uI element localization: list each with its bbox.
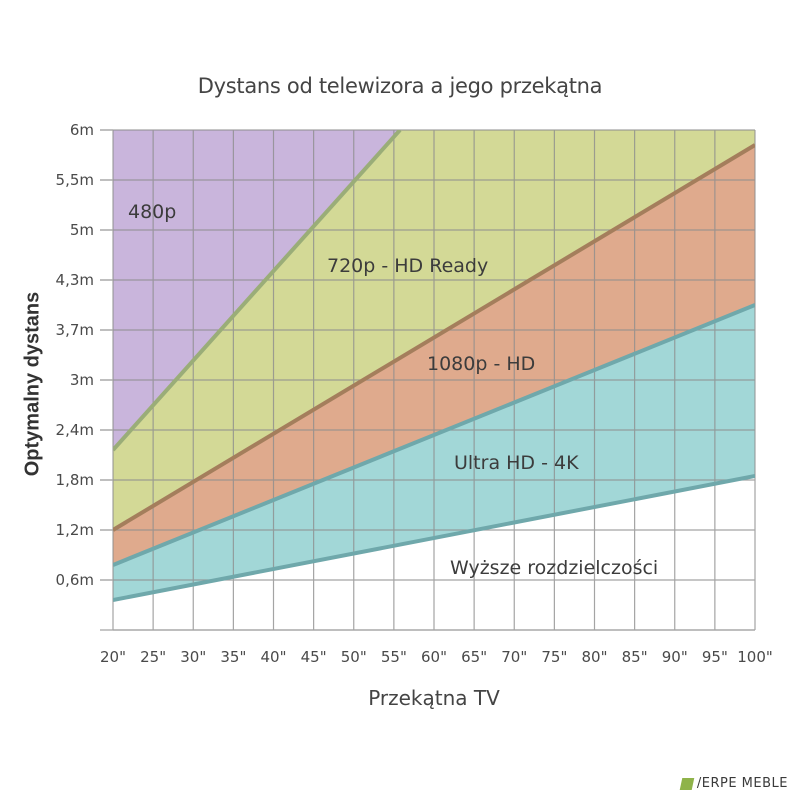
region-label-720p: 720p - HD Ready — [327, 255, 488, 277]
chart-title: Dystans od telewizora a jego przekątna — [197, 74, 603, 98]
boundary-lines — [113, 130, 755, 602]
y-tick-label: 1,2m — [56, 521, 94, 539]
x-tick-label: 45" — [301, 648, 327, 666]
logo-mark-icon — [679, 777, 695, 790]
grid-lines — [100, 129, 756, 631]
x-tick-label: 30" — [180, 648, 206, 666]
line-1080-4k — [113, 303, 755, 567]
x-tick-label: 100" — [737, 648, 773, 666]
x-tick-label: 25" — [140, 648, 166, 666]
x-tick-label: 65" — [461, 648, 487, 666]
x-tick-label: 50" — [341, 648, 367, 666]
region-label-higher: Wyższe rozdzielczości — [450, 557, 658, 579]
y-tick-label: 6m — [70, 121, 94, 139]
x-tick-label: 20" — [100, 648, 126, 666]
x-tick-label: 60" — [421, 648, 447, 666]
brand-logo: /ERPE MEBLE — [679, 776, 788, 791]
y-tick-label: 4,3m — [56, 271, 94, 289]
y-tick-label: 2,4m — [56, 421, 94, 439]
line-4k-higher — [113, 474, 755, 602]
region-label-4k: Ultra HD - 4K — [454, 452, 579, 474]
x-tick-label: 95" — [702, 648, 728, 666]
y-tick-label: 0,6m — [56, 571, 94, 589]
x-tick-label: 75" — [541, 648, 567, 666]
logo-text: /ERPE MEBLE — [696, 776, 788, 791]
y-tick-label: 5,5m — [56, 171, 94, 189]
y-tick-label: 3,7m — [56, 321, 94, 339]
x-tick-label: 70" — [501, 648, 527, 666]
y-axis-ticks: 6m 5,5m 5m 4,3m 3,7m 3m 2,4m 1,8m 1,2m 0,6m — [56, 121, 94, 589]
line-720-1080 — [113, 143, 755, 532]
x-tick-label: 85" — [622, 648, 648, 666]
x-tick-label: 55" — [381, 648, 407, 666]
line-480-720 — [113, 130, 402, 452]
y-tick-label: 5m — [70, 221, 94, 239]
region-label-1080p: 1080p - HD — [427, 353, 535, 375]
region-label-480p: 480p — [128, 201, 176, 223]
x-tick-label: 80" — [582, 648, 608, 666]
x-axis-title: Przekątna TV — [368, 686, 500, 710]
y-tick-label: 1,8m — [56, 471, 94, 489]
x-tick-label: 40" — [261, 648, 287, 666]
y-tick-label: 3m — [70, 371, 94, 389]
x-tick-label: 90" — [662, 648, 688, 666]
x-axis-ticks: 20" 25" 30" 35" 40" 45" 50" 55" 60" 65" 70" 75" 80" 8… — [100, 648, 773, 666]
x-tick-label: 35" — [220, 648, 246, 666]
